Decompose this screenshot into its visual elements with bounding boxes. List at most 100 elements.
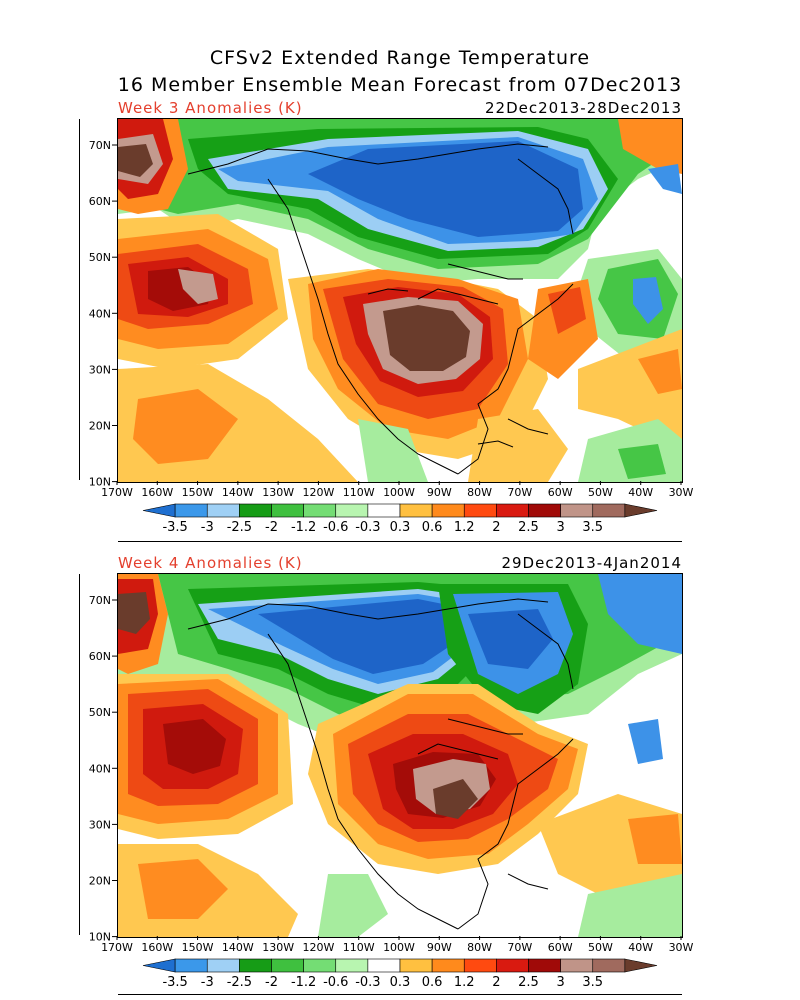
colorbar-label: -2 [265, 520, 278, 535]
colorbar-label: -1.2 [291, 520, 316, 535]
colorbar-swatch [303, 503, 337, 518]
colorbar-label: -1.2 [291, 975, 316, 990]
colorbar-swatch [431, 503, 465, 518]
panel2-colorbar: -3.5 -3 -2.5 -2 -1.2 -0.6 -0.3 0.3 0.6 1.2 2 2.5 3 3.… [142, 958, 658, 990]
panel2-date-range: 29Dec2013-4Jan2014 [501, 554, 682, 572]
colorbar-swatch [239, 503, 272, 518]
colorbar-label: -3 [201, 975, 214, 990]
lon-tick-label: 160W [141, 486, 173, 499]
panel1-map [117, 118, 683, 483]
colorbar-label: -0.6 [323, 520, 348, 535]
panel2-map-svg [118, 574, 682, 937]
lon-tick-label: 40W [628, 486, 653, 499]
panel1-map-svg [118, 119, 682, 482]
lon-tick-label: 160W [141, 941, 173, 954]
colorbar-swatch [303, 958, 337, 973]
panel2-map [117, 573, 683, 938]
panel1-left-rule [79, 119, 80, 480]
colorbar-arrow-right [624, 958, 658, 973]
colorbar-swatch [367, 503, 401, 518]
lon-tick-label: 90W [427, 941, 452, 954]
colorbar-label: -3.5 [162, 975, 187, 990]
colorbar-swatch [367, 958, 401, 973]
lon-tick-label: 50W [588, 941, 613, 954]
lat-tick-label: 70N [89, 594, 111, 607]
colorbar-label: -3 [201, 520, 214, 535]
lon-tick-label: 140W [222, 941, 254, 954]
colorbar-swatch [528, 503, 561, 518]
lat-tick-label: 60N [89, 650, 111, 663]
lon-tick-label: 30W [669, 486, 694, 499]
lat-tick-label: 30N [89, 818, 111, 831]
colorbar-arrow-left [142, 503, 176, 518]
chart-title-line1: CFSv2 Extended Range Temperature [209, 47, 591, 69]
lon-tick-label: 30W [669, 941, 694, 954]
lon-tick-label: 60W [548, 486, 573, 499]
panel2-axes: 70N 60N 50N 40N 30N 20N 10N 170W 160W 150W 140W 13… [89, 594, 694, 954]
panel2-label: Week 4 Anomalies (K) [118, 554, 303, 572]
lon-tick-label: 110W [343, 941, 375, 954]
lon-tick-label: 50W [588, 486, 613, 499]
lon-tick-label: 150W [182, 486, 214, 499]
lat-tick-label: 60N [89, 195, 111, 208]
lat-tick-label: 10N [89, 931, 111, 944]
colorbar-swatch [399, 958, 433, 973]
colorbar-label: -0.3 [355, 975, 380, 990]
colorbar-label: 3.5 [582, 520, 603, 535]
panel1-date-range: 22Dec2013-28Dec2013 [485, 99, 682, 117]
colorbar-swatch [239, 958, 272, 973]
colorbar-swatch [463, 958, 497, 973]
colorbar-label: 2.5 [518, 520, 539, 535]
lon-tick-label: 110W [343, 486, 375, 499]
lat-tick-label: 50N [89, 706, 111, 719]
colorbar-label: -2.5 [227, 520, 252, 535]
colorbar-swatch [271, 958, 304, 973]
colorbar-label: -0.6 [323, 975, 348, 990]
lon-tick-label: 120W [302, 486, 334, 499]
colorbar-swatch [399, 503, 433, 518]
lon-tick-label: 130W [262, 486, 294, 499]
colorbar-swatch [592, 958, 626, 973]
lat-tick-label: 20N [89, 420, 111, 433]
colorbar-swatch [528, 958, 561, 973]
lon-tick-label: 70W [507, 486, 532, 499]
colorbar-label: 2 [492, 520, 500, 535]
lat-tick-label: 30N [89, 363, 111, 376]
lon-tick-label: 70W [507, 941, 532, 954]
colorbar-label: -0.3 [355, 520, 380, 535]
panel2-bottom-rule [118, 994, 682, 995]
colorbar-swatch [174, 958, 208, 973]
colorbar-swatch [592, 503, 626, 518]
colorbar-swatch [271, 503, 304, 518]
colorbar-swatch [431, 958, 465, 973]
panel1-colorbar: -3.5 -3 -2.5 -2 -1.2 -0.6 -0.3 0.3 0.6 1.2 2 2.5 3 3.… [142, 503, 658, 535]
colorbar-swatch [174, 503, 208, 518]
colorbar-label: 0.3 [390, 975, 411, 990]
lon-tick-label: 40W [628, 941, 653, 954]
lat-tick-label: 40N [89, 762, 111, 775]
colorbar-label: 0.6 [422, 520, 443, 535]
colorbar-label: -2 [265, 975, 278, 990]
colorbar-swatch [335, 958, 369, 973]
lat-tick-label: 70N [89, 139, 111, 152]
lon-tick-label: 90W [427, 486, 452, 499]
colorbar-swatch [463, 503, 497, 518]
lon-tick-label: 80W [467, 486, 492, 499]
lon-tick-label: 170W [101, 486, 133, 499]
lon-tick-label: 130W [262, 941, 294, 954]
lon-tick-label: 100W [383, 486, 415, 499]
colorbar-swatch [496, 503, 529, 518]
panel1-bottom-rule [118, 541, 682, 542]
colorbar-label: -3.5 [162, 520, 187, 535]
colorbar-swatch [560, 958, 594, 973]
lon-tick-label: 60W [548, 941, 573, 954]
panel1-label: Week 3 Anomalies (K) [118, 99, 303, 117]
panel1-axes: 70N 60N 50N 40N 30N 20N 10N 170W 160W 150W 140W 13… [89, 139, 694, 499]
colorbar-label: 2.5 [518, 975, 539, 990]
colorbar-label: 0.3 [390, 520, 411, 535]
colorbar-swatch [206, 958, 240, 973]
colorbar-swatch [496, 958, 529, 973]
lat-tick-label: 20N [89, 875, 111, 888]
colorbar-label: 3.5 [582, 975, 603, 990]
colorbar-arrow-left [142, 958, 176, 973]
